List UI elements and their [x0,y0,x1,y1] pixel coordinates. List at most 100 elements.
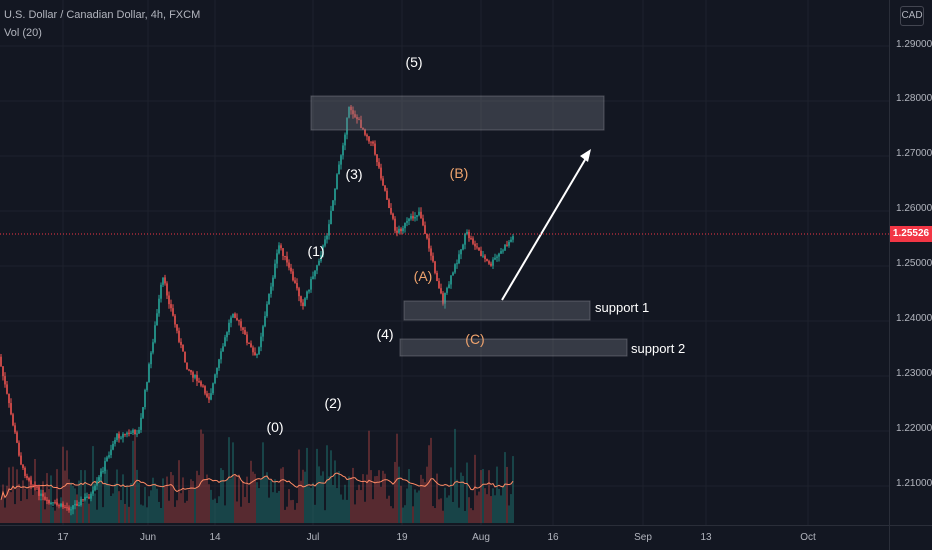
volume-bar [222,470,224,523]
candle-body [494,257,496,260]
candle-body [388,199,390,209]
volume-bar [398,466,400,523]
volume-bar [124,503,126,523]
volume-bar [40,499,42,523]
volume-bar [44,509,46,523]
candle-body [366,134,368,137]
candle-body [114,439,116,444]
projection-arrow[interactable] [501,152,590,301]
candle-body [236,317,238,321]
volume-bar [458,507,460,523]
wave-label-2[interactable]: (2) [324,395,341,411]
candle-body [380,167,382,179]
volume-bar [428,445,430,523]
symbol-title[interactable]: U.S. Dollar / Canadian Dollar, 4h, FXCM [4,9,201,21]
wave-label-c[interactable]: (C) [465,331,484,347]
candle-body [232,313,234,318]
support-2-label[interactable]: support 2 [631,341,685,356]
volume-bar [154,483,156,523]
candle-body [8,393,10,404]
wave-label-1[interactable]: (1) [307,243,324,259]
volume-bar [108,484,110,523]
volume-bar [32,494,34,523]
wave-label-0[interactable]: (0) [266,419,283,435]
arrow-head-icon [580,149,591,162]
support-1-zone[interactable] [403,300,591,321]
candle-body [286,256,288,263]
volume-bar [252,471,254,523]
support-2-zone[interactable] [399,338,628,357]
volume-bar [336,488,338,523]
candle-body [226,332,228,338]
candle-body [280,245,282,249]
candle-body [92,490,94,494]
grid-lines [0,0,889,525]
resistance-zone[interactable] [310,95,605,131]
candle-body [512,236,514,240]
wave-label-5[interactable]: (5) [405,54,422,70]
candle-body [138,429,140,434]
candle-body [172,308,174,316]
volume-bar [6,485,8,523]
volume-bar [478,491,480,523]
volume-bar [58,507,60,523]
currency-button[interactable]: CAD [900,6,924,26]
candle-body [496,256,498,258]
candle-body [410,216,412,219]
time-tick: 16 [547,532,559,543]
price-tick: 1.27000 [896,148,932,159]
volume-bar [418,490,420,523]
volume-bar [12,466,14,523]
candle-body [170,304,172,309]
wave-label-3[interactable]: (3) [345,166,362,182]
candle-body [50,502,52,504]
candle-body [498,253,500,257]
volume-bar [482,468,484,523]
candle-body [84,497,86,500]
candle-body [290,267,292,272]
volume-bar [20,500,22,523]
volume-bar [48,489,50,523]
volume-bar [38,484,40,523]
candle-body [324,239,326,246]
volume-bar [188,489,190,523]
volume-indicator-label[interactable]: Vol (20) [4,27,42,39]
volume-bar [432,506,434,523]
volume-bar [204,479,206,523]
volume-bar [260,479,262,523]
candle-body [238,320,240,322]
volume-bar [414,489,416,523]
candle-body [242,327,244,330]
volume-bar [280,468,282,523]
candle-body [168,295,170,305]
volume-bar [228,437,230,523]
volume-bar [218,496,220,523]
volume-bar [266,472,268,523]
wave-label-a[interactable]: (A) [414,268,433,284]
candle-body [444,292,446,304]
candle-body [40,493,42,496]
candle-body [400,228,402,232]
volume-bar [332,485,334,523]
volume-bar [368,430,370,523]
volume-bar [210,489,212,523]
candle-body [492,259,494,266]
volume-bar [380,486,382,523]
volume-bar [378,470,380,523]
candle-body [122,433,124,438]
volume-bar [60,497,62,523]
candle-body [224,337,226,347]
candle-body [510,239,512,242]
candle-body [288,262,290,268]
volume-bar [50,475,52,523]
wave-label-b[interactable]: (B) [450,165,469,181]
time-tick: Sep [634,532,652,543]
candle-body [42,493,44,497]
candle-body [124,433,126,435]
volume-bar [52,507,54,523]
volume-bar [184,502,186,523]
wave-label-4[interactable]: (4) [376,326,393,342]
candle-body [26,475,28,479]
support-1-label[interactable]: support 1 [595,300,649,315]
